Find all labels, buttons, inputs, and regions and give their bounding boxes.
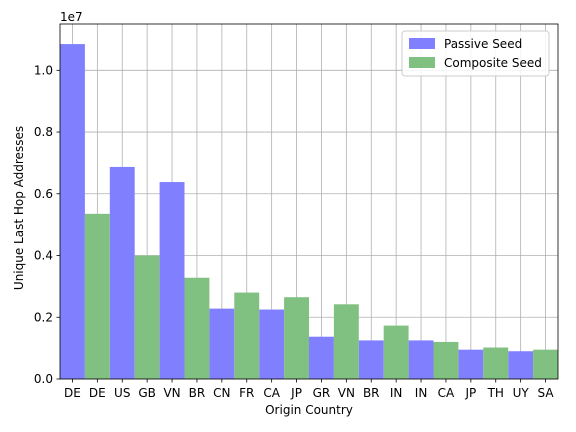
bar-passive-seed xyxy=(60,44,85,379)
bar-passive-seed xyxy=(309,336,334,379)
x-tick-label: JP xyxy=(464,386,476,400)
x-tick-label: JP xyxy=(290,386,302,400)
bar-passive-seed xyxy=(209,308,235,379)
x-tick-label: BR xyxy=(189,386,206,400)
bar-passive-seed xyxy=(109,166,135,379)
bars xyxy=(60,44,558,379)
x-tick-label: BR xyxy=(363,386,380,400)
y-axis-label: Unique Last Hop Addresses xyxy=(12,126,26,290)
x-tick-label: IN xyxy=(390,386,403,400)
x-tick-label: CN xyxy=(213,386,230,400)
bar-composite-seed xyxy=(184,277,210,379)
bar-passive-seed xyxy=(358,340,384,379)
y-tick-label: 0.4 xyxy=(34,249,53,263)
x-tick-label: VN xyxy=(163,386,180,400)
tick-labels: DE DE US GB VN BR CN FR CA JP GR VN BR IN IN CA JP TH UY SA… xyxy=(34,63,554,400)
bar-passive-seed xyxy=(408,340,434,379)
x-tick-label: DE xyxy=(64,386,81,400)
x-tick-label: TH xyxy=(487,386,504,400)
x-tick-label: IN xyxy=(415,386,428,400)
legend: Passive Seed Composite Seed xyxy=(401,30,550,77)
y-tick-label: 0.2 xyxy=(34,310,53,324)
x-tick-label: DE xyxy=(89,386,106,400)
bar-composite-seed xyxy=(533,349,558,379)
bar-composite-seed xyxy=(134,255,160,379)
bar-composite-seed xyxy=(433,341,459,379)
x-axis-label: Origin Country xyxy=(265,403,353,417)
legend-box xyxy=(401,30,550,77)
bar-passive-seed xyxy=(458,349,484,379)
x-tick-label: CA xyxy=(438,386,455,400)
legend-swatch-composite-seed xyxy=(409,57,435,68)
bar-passive-seed xyxy=(159,182,185,379)
bar-composite-seed xyxy=(284,297,309,379)
axes xyxy=(56,23,559,383)
y-tick-label: 1.0 xyxy=(34,63,53,77)
x-tick-label: VN xyxy=(338,386,355,400)
legend-swatch-passive-seed xyxy=(409,38,435,49)
x-tick-label: US xyxy=(114,386,130,400)
x-tick-label: SA xyxy=(538,386,555,400)
x-tick-label: UY xyxy=(513,386,530,400)
x-tick-label: GR xyxy=(313,386,331,400)
bar-composite-seed xyxy=(234,292,260,379)
legend-label-passive-seed: Passive Seed xyxy=(444,37,522,51)
y-tick-label: 0.8 xyxy=(34,125,53,139)
bar-passive-seed xyxy=(508,351,534,379)
legend-label-composite-seed: Composite Seed xyxy=(444,56,542,70)
bar-composite-seed xyxy=(333,304,359,379)
bar-composite-seed xyxy=(383,325,409,379)
x-tick-label: FR xyxy=(239,386,254,400)
x-tick-label: GB xyxy=(138,386,156,400)
bar-composite-seed xyxy=(84,213,110,379)
bar-passive-seed xyxy=(259,309,285,379)
bar-composite-seed xyxy=(483,347,509,379)
y-multiplier-label: 1e7 xyxy=(60,10,83,24)
x-tick-label: CA xyxy=(263,386,280,400)
y-tick-label: 0.6 xyxy=(34,187,53,201)
y-tick-label: 0.0 xyxy=(34,372,53,386)
plot-frame xyxy=(59,23,559,380)
